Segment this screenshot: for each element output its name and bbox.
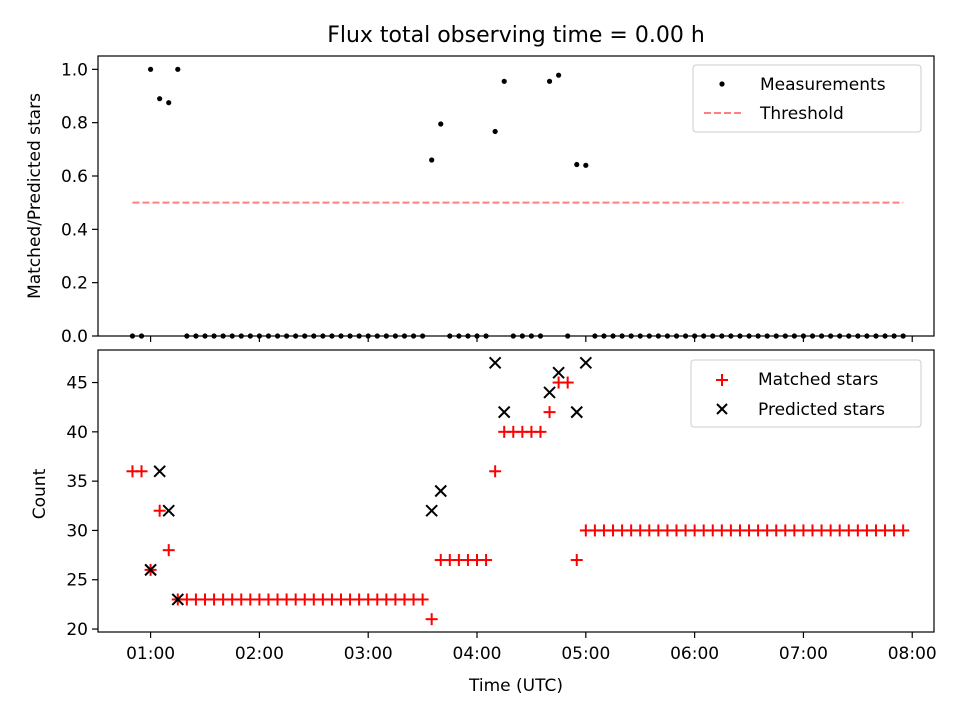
matched-star-point — [561, 376, 574, 389]
measurement-point — [157, 96, 163, 102]
matched-star-point — [489, 465, 502, 478]
count-plot-frame — [97, 349, 935, 633]
predicted-star-point — [543, 386, 556, 399]
x-tick-label: 05:00 — [561, 644, 610, 664]
measurement-point — [438, 121, 444, 127]
count-y-tick-label: 35 — [66, 472, 88, 492]
predicted-star-point — [498, 405, 511, 419]
x-tick-label: 07:00 — [779, 644, 828, 664]
predicted-star-point — [171, 593, 184, 606]
legend-matched-marker — [716, 374, 728, 386]
legend-measurements-marker — [719, 81, 725, 87]
x-axis-label: Time (UTC) — [468, 676, 563, 696]
matched-star-point — [162, 544, 175, 557]
count-y-axis-label: Count — [30, 468, 50, 519]
x-tick-label: 08:00 — [888, 644, 937, 664]
matched-star-point — [416, 593, 429, 606]
predicted-star-point — [153, 465, 166, 478]
legend-measurements-label: Measurements — [760, 75, 886, 95]
predicted-star-point — [488, 356, 502, 370]
count-y-tick-label: 30 — [66, 521, 88, 541]
count-legend-box — [690, 359, 922, 428]
matched-star-point — [543, 406, 556, 419]
ratio-y-tick-label: 1.0 — [61, 60, 88, 80]
ratio-legend: Measurements Threshold — [692, 64, 922, 133]
ratio-plot: 0.0 0.2 0.4 0.6 0.8 1.0 — [61, 60, 913, 347]
ratio-y-axis-label: Matched/Predicted stars — [25, 93, 45, 299]
ratio-y-tick-label: 0.6 — [61, 167, 88, 187]
ratio-y-tick-label: 0.8 — [61, 114, 88, 134]
count-plot: 20 25 30 35 40 45 01:00 02:00 03:00 04:00 05:00 06:… — [66, 356, 937, 664]
matched-star-point — [153, 504, 166, 517]
ratio-y-tick-label: 0.2 — [61, 274, 88, 294]
count-y-tick-label: 25 — [66, 571, 88, 591]
count-y-tick-label: 20 — [66, 620, 88, 640]
x-tick-label: 02:00 — [235, 644, 284, 664]
matched-star-point — [534, 425, 547, 438]
count-legend: Matched stars Predicted stars — [690, 359, 922, 428]
ratio-y-tick-label: 0.0 — [61, 327, 88, 347]
matched-star-point — [425, 613, 438, 626]
matched-star-point — [135, 465, 148, 478]
matched-star-point — [897, 524, 910, 537]
measurement-point — [574, 161, 580, 168]
measurement-point — [501, 78, 507, 84]
legend-matched-label: Matched stars — [758, 370, 878, 390]
x-tick-label: 03:00 — [344, 644, 393, 664]
x-tick-label: 01:00 — [126, 644, 175, 664]
predicted-star-point — [425, 504, 438, 517]
ratio-plot-frame — [97, 55, 935, 337]
predicted-star-point — [144, 563, 157, 577]
predicted-star-point — [552, 366, 565, 379]
measurement-point — [583, 162, 589, 168]
measurement-point — [429, 157, 435, 163]
measurement-point — [147, 66, 154, 72]
x-tick-label: 04:00 — [453, 644, 502, 664]
ratio-legend-box — [692, 64, 922, 133]
count-y-tick-label: 45 — [66, 374, 88, 394]
matched-star-point — [480, 554, 493, 567]
predicted-star-point — [162, 504, 175, 517]
predicted-star-point — [570, 405, 583, 419]
count-y-tick-label: 40 — [66, 423, 88, 443]
measurement-point — [166, 100, 172, 106]
measurement-point — [546, 78, 553, 84]
legend-predicted-label: Predicted stars — [758, 400, 885, 420]
ratio-y-tick-label: 0.4 — [61, 220, 88, 240]
predicted-star-point — [579, 356, 593, 370]
x-tick-label: 06:00 — [670, 644, 719, 664]
predicted-star-point — [434, 484, 447, 498]
measurement-point — [175, 66, 181, 72]
legend-predicted-marker — [716, 403, 728, 415]
legend-threshold-label: Threshold — [759, 104, 844, 124]
matched-star-point — [570, 554, 583, 567]
chart-title: Flux total observing time = 0.00 h — [327, 23, 705, 48]
measurement-point — [556, 72, 562, 78]
measurement-point — [492, 128, 498, 135]
